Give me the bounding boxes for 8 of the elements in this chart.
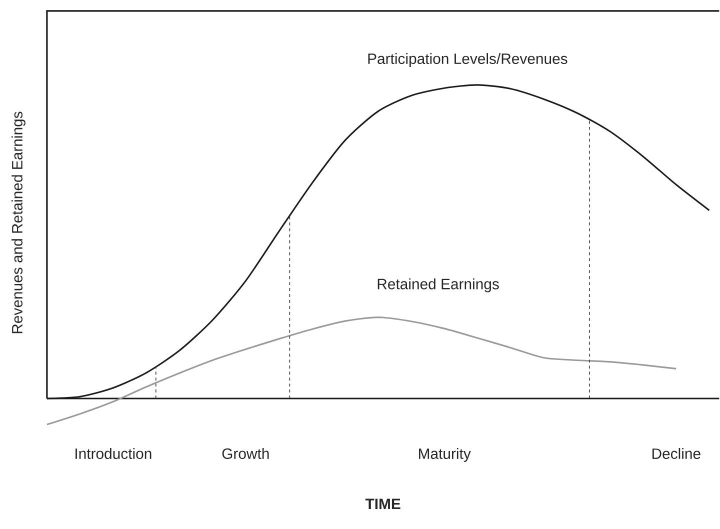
x-tick-label: Growth <box>222 448 269 459</box>
y-axis-title: Revenues and Retained Earnings <box>12 112 26 333</box>
series-label: Participation Levels/Revenues <box>368 52 568 67</box>
x-axis-title: TIME <box>365 498 400 509</box>
x-tick-label: Introduction <box>76 448 152 459</box>
x-tick-label: Maturity <box>419 448 471 462</box>
series-label: Retained Earnings <box>378 278 499 292</box>
x-tick-label: Decline <box>652 448 700 459</box>
